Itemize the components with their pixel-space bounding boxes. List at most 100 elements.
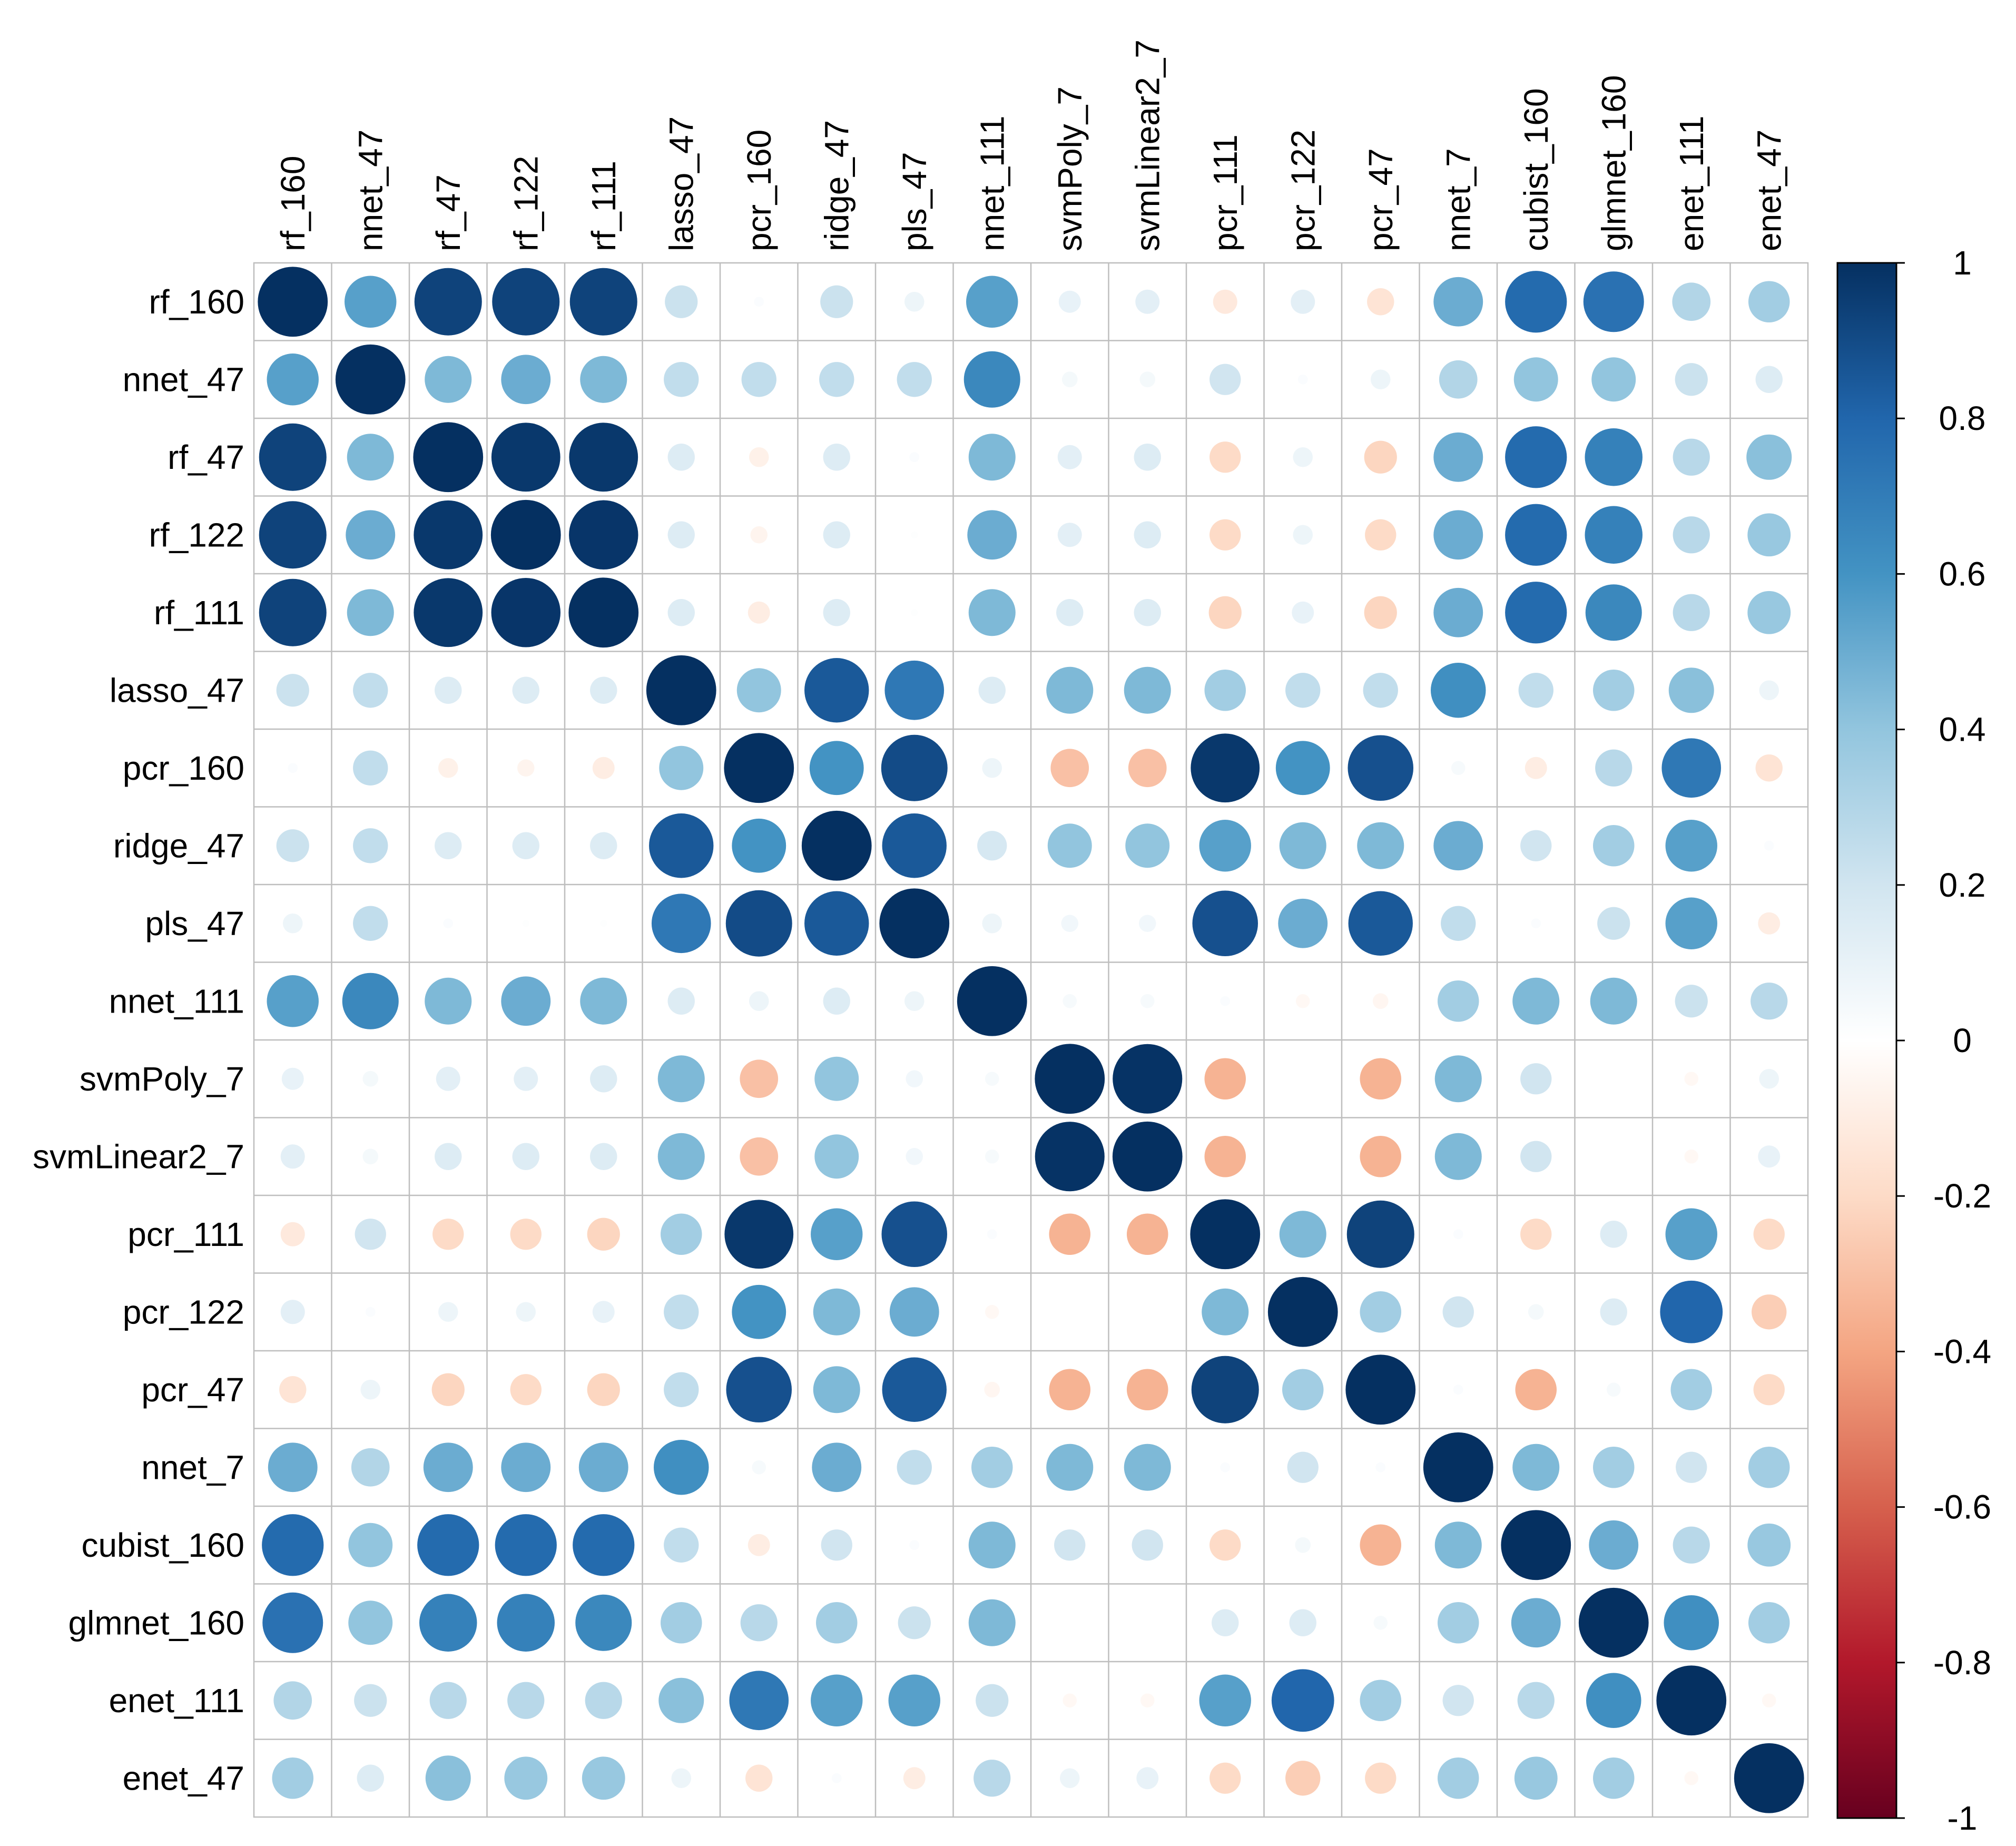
corr-circle-rf_122-enet_47 (1747, 513, 1791, 557)
corr-circle-ridge_47-nnet_111 (977, 831, 1007, 861)
corr-circle-pcr_111-rf_111 (587, 1217, 620, 1251)
corr-circle-pls_47-enet_111 (1665, 897, 1717, 949)
corr-circle-rf_111-nnet_111 (968, 589, 1016, 636)
corr-circle-rf_111-svmPoly_7 (1056, 599, 1084, 626)
corr-circle-pcr_111-pcr_122 (1279, 1211, 1326, 1258)
corr-circle-pls_47-cubist_160 (1531, 918, 1541, 929)
corr-circle-lasso_47-nnet_47 (353, 673, 388, 708)
corr-circle-svmPoly_7-pcr_111 (1204, 1058, 1246, 1100)
corr-circle-pcr_111-glmnet_160 (1600, 1221, 1627, 1248)
corr-circle-cubist_160-glmnet_160 (1589, 1520, 1639, 1570)
corr-circle-rf_47-nnet_47 (347, 434, 394, 481)
corr-circle-enet_47-enet_47 (1734, 1743, 1804, 1813)
corr-circle-ridge_47-svmLinear2_7 (1125, 823, 1170, 868)
corr-circle-rf_122-svmPoly_7 (1057, 523, 1082, 547)
corr-circle-pls_47-nnet_47 (353, 906, 388, 941)
corr-circle-rf_122-pcr_111 (1209, 519, 1241, 551)
corr-circle-pls_47-glmnet_160 (1597, 907, 1630, 940)
corr-circle-ridge_47-pcr_160 (732, 818, 786, 873)
corr-circle-nnet_111-cubist_160 (1512, 977, 1560, 1025)
corr-circle-lasso_47-glmnet_160 (1592, 669, 1635, 711)
corr-circle-rf_160-nnet_111 (966, 276, 1018, 328)
corr-circle-pls_47-nnet_111 (982, 913, 1002, 934)
corr-circle-nnet_7-rf_160 (268, 1442, 318, 1492)
corr-circle-pcr_122-pcr_160 (732, 1284, 786, 1339)
corr-circle-svmLinear2_7-nnet_47 (362, 1148, 379, 1165)
corr-circle-pcr_160-nnet_111 (982, 758, 1002, 778)
corr-circle-enet_47-svmPoly_7 (1059, 1768, 1080, 1789)
column-labels: rf_160 nnet_47 rf_47 rf_122 rf_111 lasso_47 pc… (274, 40, 1788, 251)
corr-circle-pcr_111-pcr_160 (724, 1200, 794, 1269)
corr-circle-nnet_111-svmPoly_7 (1063, 994, 1077, 1008)
corr-circle-enet_111-nnet_7 (1442, 1685, 1474, 1716)
corr-circle-ridge_47-rf_111 (590, 832, 617, 859)
corr-circle-pcr_111-nnet_47 (355, 1219, 386, 1250)
corr-circle-pcr_122-cubist_160 (1528, 1304, 1544, 1320)
corr-circle-nnet_111-svmLinear2_7 (1140, 994, 1155, 1008)
corr-circle-ridge_47-pcr_47 (1357, 822, 1404, 869)
corr-circle-rf_160-enet_47 (1748, 281, 1790, 323)
corr-circle-nnet_111-nnet_47 (342, 973, 399, 1029)
corr-circle-nnet_47-svmPoly_7 (1061, 371, 1078, 388)
col-label-svmPoly_7: svmPoly_7 (1051, 86, 1089, 251)
corr-circle-cubist_160-svmLinear2_7 (1132, 1529, 1163, 1561)
corr-circle-pls_47-nnet_7 (1441, 906, 1476, 941)
corr-circle-nnet_111-enet_47 (1751, 983, 1788, 1020)
row-label-svmLinear2_7: svmLinear2_7 (33, 1137, 244, 1175)
corr-circle-rf_47-lasso_47 (667, 444, 695, 471)
corr-circle-enet_47-nnet_7 (1437, 1757, 1479, 1799)
colorbar-tick-label: -0.8 (1933, 1644, 1991, 1682)
col-label-enet_47: enet_47 (1750, 130, 1788, 251)
corr-circle-rf_160-glmnet_160 (1583, 271, 1644, 332)
corr-circle-pcr_160-pcr_111 (1191, 733, 1260, 803)
row-label-ridge_47: ridge_47 (113, 827, 244, 865)
corr-circle-enet_111-pls_47 (888, 1674, 940, 1726)
corr-circle-nnet_7-rf_47 (423, 1442, 473, 1492)
corr-circle-rf_47-glmnet_160 (1585, 428, 1643, 486)
corr-circle-pcr_160-svmLinear2_7 (1128, 749, 1167, 788)
corr-circle-pls_47-rf_47 (443, 918, 454, 929)
corr-circle-pcr_122-enet_47 (1752, 1294, 1787, 1330)
corr-circle-enet_111-ridge_47 (811, 1674, 863, 1726)
corr-circle-glmnet_160-nnet_7 (1437, 1602, 1479, 1644)
corr-circle-glmnet_160-rf_122 (497, 1594, 555, 1652)
colorbar-scale (1836, 262, 1897, 1819)
corr-circle-pcr_160-pcr_47 (1348, 735, 1414, 801)
corr-circle-nnet_47-nnet_7 (1439, 360, 1478, 399)
col-label-nnet_111: nnet_111 (973, 116, 1011, 251)
corr-circle-cubist_160-nnet_7 (1434, 1521, 1482, 1569)
corr-circle-pcr_47-lasso_47 (664, 1372, 699, 1407)
corr-circle-nnet_47-pcr_47 (1370, 369, 1391, 390)
colorbar-tick-label: 0.4 (1939, 711, 1986, 749)
corr-circle-rf_111-rf_47 (414, 578, 483, 647)
corr-circle-svmLinear2_7-cubist_160 (1520, 1141, 1552, 1172)
corr-circle-nnet_47-pcr_160 (741, 362, 776, 397)
corr-circle-enet_111-lasso_47 (658, 1677, 704, 1723)
corr-circle-enet_111-rf_160 (273, 1681, 312, 1720)
corr-circle-rf_47-pcr_122 (1293, 447, 1313, 467)
corr-circle-rf_160-svmPoly_7 (1058, 290, 1081, 313)
corr-circle-lasso_47-rf_160 (276, 674, 309, 707)
corr-circle-svmPoly_7-nnet_7 (1434, 1055, 1482, 1103)
corr-circle-enet_111-rf_122 (507, 1682, 545, 1719)
corr-circle-cubist_160-svmPoly_7 (1054, 1529, 1086, 1561)
corr-circle-ridge_47-cubist_160 (1520, 830, 1552, 861)
corr-circle-pcr_160-nnet_47 (353, 750, 388, 785)
corr-circle-nnet_7-nnet_111 (971, 1446, 1013, 1488)
corr-circle-svmLinear2_7-svmPoly_7 (1035, 1122, 1105, 1192)
corr-circle-cubist_160-ridge_47 (821, 1529, 852, 1561)
corr-circle-rf_160-rf_122 (492, 268, 560, 336)
row-label-rf_122: rf_122 (149, 516, 244, 554)
corr-circle-nnet_111-nnet_111 (957, 966, 1027, 1036)
col-label-ridge_47: ridge_47 (818, 120, 855, 251)
corr-circle-pcr_47-rf_122 (510, 1374, 542, 1406)
corr-circle-enet_111-svmLinear2_7 (1140, 1693, 1155, 1708)
corr-circle-cubist_160-nnet_111 (968, 1521, 1016, 1569)
corr-circle-lasso_47-lasso_47 (646, 655, 716, 725)
corr-circle-enet_47-rf_111 (582, 1756, 625, 1800)
corr-circle-glmnet_160-rf_47 (419, 1594, 477, 1652)
corr-circle-lasso_47-enet_111 (1668, 667, 1714, 713)
corr-circle-rf_111-pcr_111 (1208, 596, 1242, 629)
corr-circle-pcr_111-enet_47 (1753, 1219, 1785, 1250)
